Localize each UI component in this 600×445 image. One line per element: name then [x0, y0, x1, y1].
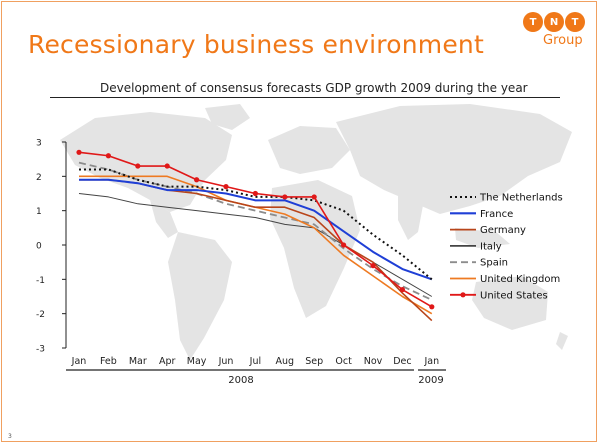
- data-point: [164, 163, 170, 169]
- legend-item-netherlands: The Netherlands: [450, 193, 563, 204]
- legend-label: United States: [480, 290, 548, 301]
- map-india: [398, 196, 424, 240]
- logo-ball-t1: T: [523, 12, 543, 32]
- series-line: [79, 178, 433, 281]
- data-point: [399, 287, 405, 293]
- map-asia: [336, 104, 572, 214]
- legend-item-france: France: [450, 209, 513, 220]
- x-tick-label: Apr: [159, 356, 176, 367]
- legend-marker: [460, 292, 466, 298]
- map-new-zealand: [556, 332, 568, 350]
- legend-label: Spain: [480, 258, 508, 269]
- y-tick-label: 2: [36, 173, 42, 183]
- chart-series: [76, 149, 435, 322]
- chart-legend: The Netherlands France Germany Italy Spain Un…: [450, 193, 563, 301]
- series-france: [79, 178, 433, 281]
- data-point: [252, 190, 258, 197]
- slide-title: Recessionary business environment: [28, 30, 484, 59]
- series-united-states: [76, 149, 435, 310]
- y-tick-label: -1: [36, 276, 45, 286]
- x-tick-label: Jan: [71, 356, 87, 367]
- x-tick-label: Jan: [423, 356, 439, 367]
- map-indonesia: [455, 228, 510, 248]
- legend-label: The Netherlands: [479, 193, 563, 204]
- legend-label: France: [480, 209, 513, 220]
- legend-item-united-kingdom: United Kingdom: [450, 274, 560, 285]
- logo-balls: T N T: [523, 12, 585, 32]
- y-tick-label: -2: [36, 310, 45, 320]
- legend-item-italy: Italy: [450, 241, 502, 252]
- chart-axes: 3 2 1 0 -1 -2 -3 Jan Feb Mar Apr May Jun Jul Aug Sep Oct…: [36, 139, 446, 386]
- data-point: [135, 163, 141, 169]
- series-netherlands: [79, 168, 433, 281]
- logo-ball-n: N: [544, 12, 564, 32]
- legend-label: United Kingdom: [480, 274, 560, 285]
- data-point: [76, 149, 82, 155]
- x-tick-label: Feb: [100, 356, 117, 367]
- title-rule: [50, 97, 560, 98]
- legend-label: Italy: [480, 241, 502, 252]
- x-tick-label: May: [187, 356, 207, 367]
- map-australia: [472, 276, 548, 330]
- x-tick-label: Jun: [218, 356, 234, 367]
- map-europe: [268, 126, 350, 174]
- legend-item-germany: Germany: [450, 225, 526, 236]
- page-number: 3: [8, 433, 12, 440]
- world-map-background: [60, 104, 572, 360]
- y-tick-label: 1: [36, 207, 42, 217]
- map-south-america: [168, 232, 232, 360]
- map-central-america: [150, 200, 178, 238]
- data-point: [223, 184, 229, 190]
- map-africa: [270, 180, 360, 318]
- series-italy: [78, 193, 433, 297]
- x-tick-label: Aug: [276, 356, 295, 367]
- x-tick-label: Dec: [393, 356, 411, 367]
- x-tick-label: Mar: [129, 356, 147, 367]
- data-point: [429, 304, 435, 310]
- data-point: [282, 194, 288, 200]
- map-greenland: [205, 104, 250, 130]
- chart-title: Development of consensus forecasts GDP g…: [100, 81, 528, 95]
- y-tick-label: -3: [36, 345, 45, 355]
- y-tick-label: 3: [36, 139, 42, 149]
- x-tick-label: Nov: [364, 356, 383, 367]
- year-label-2009: 2009: [418, 375, 443, 386]
- series-line: [78, 193, 433, 297]
- x-tick-label: Sep: [305, 356, 323, 367]
- data-point: [105, 153, 111, 159]
- map-north-america: [60, 112, 232, 212]
- data-point: [370, 263, 376, 269]
- legend-item-united-states: United States: [450, 290, 548, 301]
- logo-ball-t2: T: [565, 12, 585, 32]
- data-point: [311, 194, 317, 200]
- x-tick-label: Oct: [335, 356, 352, 367]
- year-label-2008: 2008: [228, 375, 253, 386]
- legend-label: Germany: [480, 225, 526, 236]
- logo-group-label: Group: [543, 33, 583, 48]
- data-point: [194, 177, 200, 183]
- tnt-logo: T N T Group: [521, 12, 589, 52]
- legend-item-spain: Spain: [450, 258, 508, 269]
- x-tick-label: Jul: [249, 356, 261, 367]
- series-line: [79, 175, 433, 315]
- data-point: [341, 242, 347, 248]
- series-united-kingdom: [79, 175, 433, 315]
- series-line: [79, 168, 433, 281]
- y-tick-label: 0: [36, 242, 42, 252]
